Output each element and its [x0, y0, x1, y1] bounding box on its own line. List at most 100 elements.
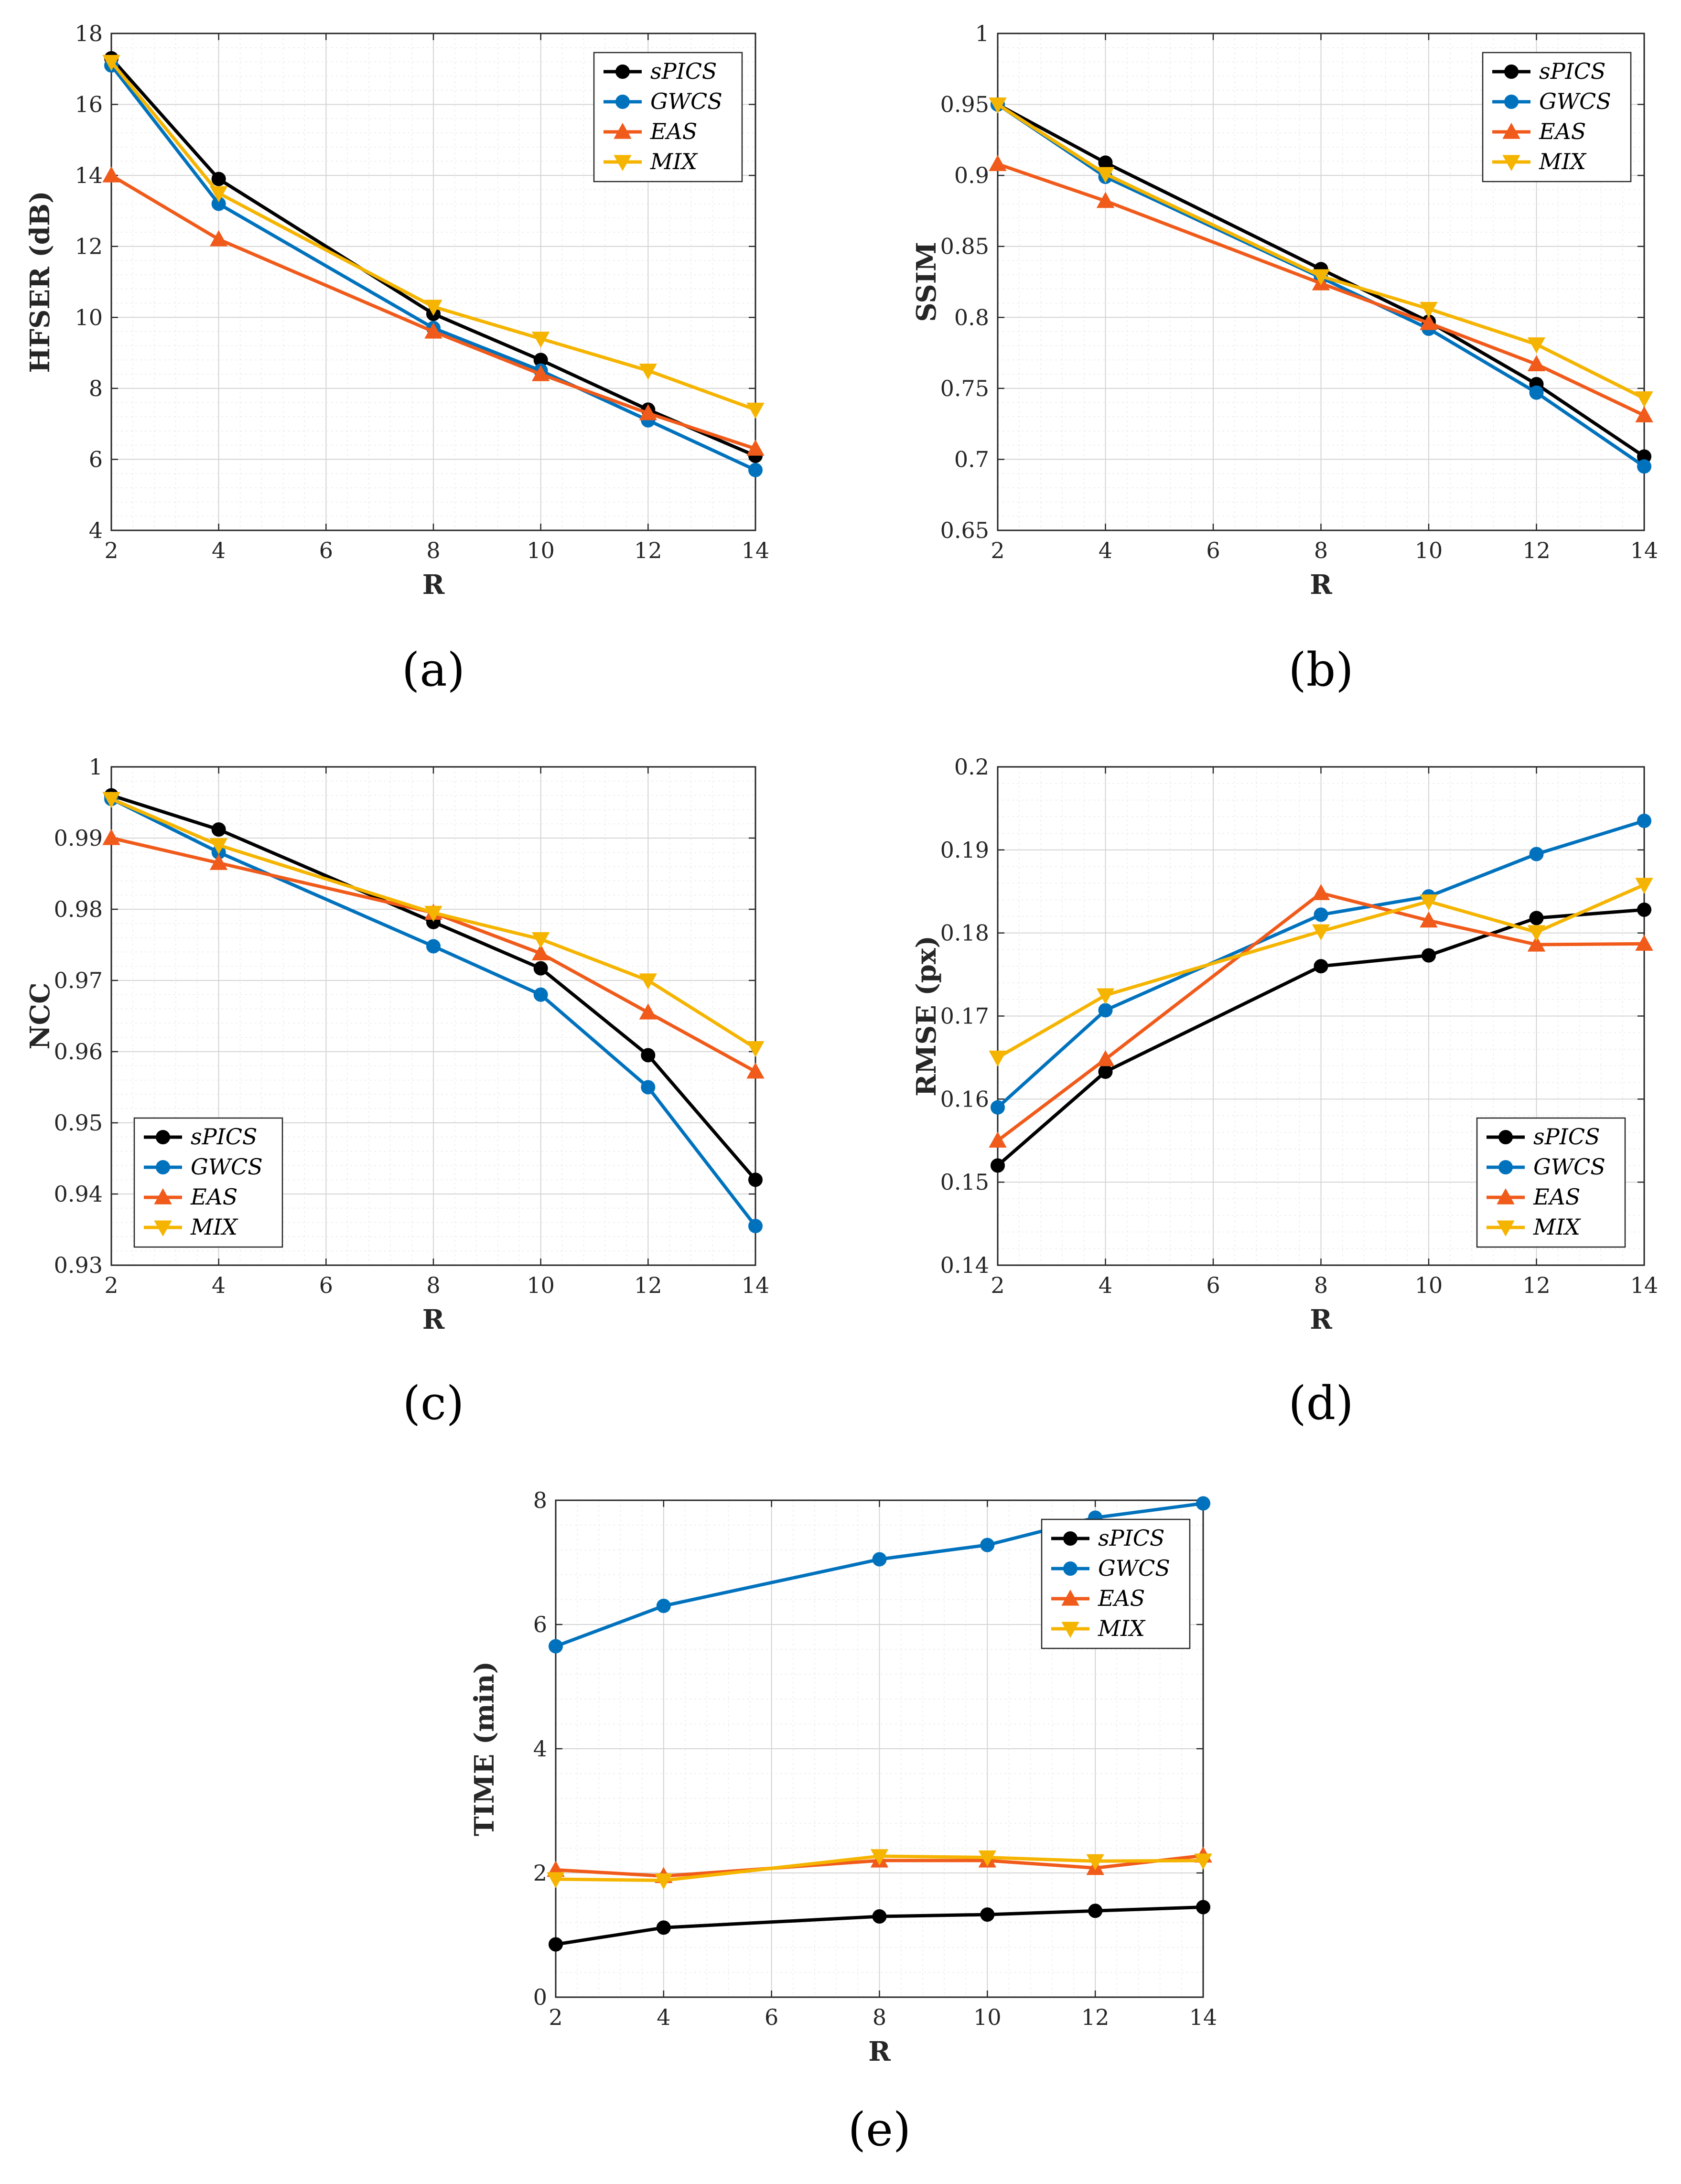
y-tick-label: 4 [89, 517, 103, 543]
data-point [533, 961, 548, 976]
y-axis-label: HFSER (dB) [24, 191, 56, 373]
x-tick-label: 6 [319, 538, 333, 563]
data-point [1637, 902, 1651, 917]
x-tick-label: 12 [1522, 538, 1551, 563]
legend-marker [615, 65, 630, 79]
data-point [211, 822, 226, 837]
legend-label: MIX [1539, 149, 1587, 174]
data-point [1314, 907, 1328, 922]
x-tick-label: 10 [1415, 538, 1443, 563]
x-tick-label: 8 [1314, 538, 1328, 563]
y-tick-label: 0.98 [54, 896, 103, 922]
data-point [748, 1219, 763, 1234]
x-tick-label: 10 [973, 2004, 1002, 2030]
series-line [110, 57, 756, 458]
data-point [1098, 1064, 1113, 1079]
x-tick-label: 10 [527, 1272, 555, 1298]
caption: (e) [848, 2103, 911, 2156]
legend-marker [1063, 1561, 1078, 1576]
x-tick-label: 2 [549, 2004, 562, 2030]
series-sPICS [991, 902, 1651, 1173]
x-axis-label: R [868, 2036, 891, 2067]
legend-marker [1502, 155, 1520, 172]
y-tick-label: 0.99 [54, 825, 103, 851]
data-point [656, 1599, 671, 1613]
data-point [547, 1872, 565, 1889]
data-point [1637, 813, 1651, 828]
y-tick-label: 0.7 [954, 446, 989, 472]
y-tick-label: 2 [533, 1860, 547, 1886]
legend-marker [1061, 1622, 1079, 1638]
series-EAS [989, 884, 1653, 1148]
data-point [639, 404, 657, 420]
x-tick-label: 6 [1206, 538, 1220, 563]
x-tick-label: 14 [1630, 1272, 1659, 1298]
x-tick-label: 8 [873, 2004, 886, 2030]
series-sPICS [549, 1900, 1210, 1952]
legend-marker [1504, 95, 1519, 109]
x-tick-label: 6 [765, 2004, 778, 2030]
legend-marker [156, 1130, 170, 1144]
legend-marker [1063, 1531, 1078, 1546]
data-point [531, 944, 550, 960]
series-EAS [102, 166, 765, 456]
data-point [1635, 935, 1653, 951]
data-point [655, 1873, 673, 1890]
data-point [1420, 911, 1438, 928]
y-tick-label: 0.19 [940, 837, 989, 863]
series-sPICS [104, 788, 763, 1187]
series-MIX [102, 792, 765, 1057]
series-line [555, 1854, 1204, 1878]
y-tick-label: 10 [75, 304, 103, 330]
x-tick-label: 8 [426, 1272, 440, 1298]
y-tick-label: 0.95 [54, 1110, 103, 1136]
legend-label: sPICS [650, 58, 717, 84]
y-tick-label: 14 [75, 162, 103, 188]
caption: (d) [1288, 1377, 1353, 1430]
legend-marker [1502, 122, 1520, 139]
data-point [746, 440, 765, 456]
y-axis-label: SSIM [911, 242, 942, 322]
data-point [424, 905, 442, 922]
data-point [641, 1048, 656, 1063]
data-point [980, 1907, 995, 1922]
y-tick-label: 0.95 [940, 92, 989, 118]
data-point [424, 300, 442, 316]
data-point [531, 365, 550, 381]
x-tick-label: 6 [319, 1272, 333, 1298]
series-line [110, 794, 757, 1181]
y-tick-label: 0.16 [940, 1086, 989, 1112]
y-tick-label: 0.18 [940, 920, 989, 946]
legend-label: sPICS [1098, 1525, 1164, 1551]
legend: sPICS GWCS EAS MIX [593, 52, 743, 183]
legend-marker [1498, 1130, 1513, 1144]
data-point [102, 792, 120, 808]
data-point [209, 854, 228, 870]
data-point [746, 1062, 765, 1079]
data-point [1635, 391, 1653, 408]
data-point [641, 1080, 656, 1095]
data-point [1420, 301, 1438, 318]
data-point [1529, 847, 1544, 861]
x-tick-label: 2 [104, 538, 118, 563]
legend-label: EAS [1539, 118, 1586, 144]
legend-marker [154, 1188, 172, 1205]
data-point [989, 1050, 1007, 1067]
x-axis-label: R [422, 569, 445, 601]
chart-d: 2 4 6 8 10 12 14 0.14 0.15 0.16 0.17 0.18 0.19 0.2 R RM… [911, 754, 1658, 1430]
data-point [639, 1003, 657, 1020]
y-tick-label: 0.8 [954, 304, 989, 330]
series-line [555, 1854, 1204, 1883]
series-MIX [102, 54, 765, 419]
y-tick-label: 16 [75, 92, 103, 118]
data-point [1194, 1853, 1212, 1870]
x-tick-label: 12 [1081, 2004, 1110, 2030]
data-point [1312, 884, 1330, 900]
series-line [555, 1502, 1204, 1648]
data-point [1088, 1904, 1103, 1918]
x-tick-label: 2 [991, 1272, 1004, 1298]
data-point [424, 322, 442, 339]
data-point [1096, 1050, 1115, 1066]
series-line [997, 883, 1645, 1059]
